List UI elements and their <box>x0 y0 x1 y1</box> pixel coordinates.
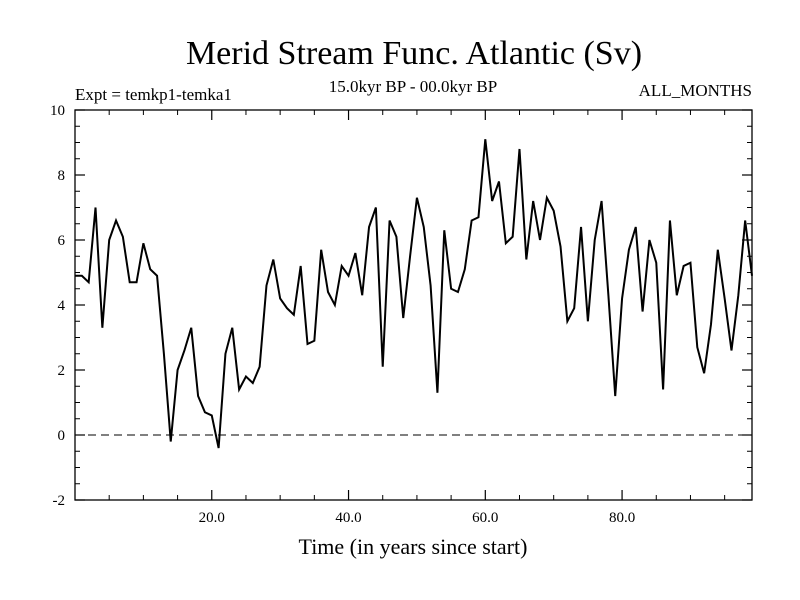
subtitle-period: 15.0kyr BP - 00.0kyr BP <box>329 77 497 96</box>
x-tick-label: 80.0 <box>609 510 635 526</box>
x-tick-label: 20.0 <box>199 510 225 526</box>
chart-title: Merid Stream Func. Atlantic (Sv) <box>186 35 642 72</box>
plot-frame <box>74 109 753 501</box>
series-line <box>75 139 753 449</box>
x-axis-label: Time (in years since start) <box>299 534 528 559</box>
y-tick-label: 6 <box>58 233 66 249</box>
subtitle-months: ALL_MONTHS <box>639 81 752 100</box>
y-tick-label: -2 <box>53 493 66 509</box>
y-tick-label: 4 <box>58 298 66 314</box>
x-tick-label: 60.0 <box>472 510 498 526</box>
plot-area: -2 0 2 4 6 8 10 20.0 40.0 60.0 80.0 <box>50 103 753 526</box>
y-tick-label: 0 <box>58 428 66 444</box>
y-tick-label: 2 <box>58 363 66 379</box>
subtitle-experiment: Expt = temkp1-temka1 <box>75 85 232 104</box>
y-tick-label: 10 <box>50 103 65 119</box>
x-tick-label: 40.0 <box>335 510 361 526</box>
y-tick-label: 8 <box>58 168 66 184</box>
